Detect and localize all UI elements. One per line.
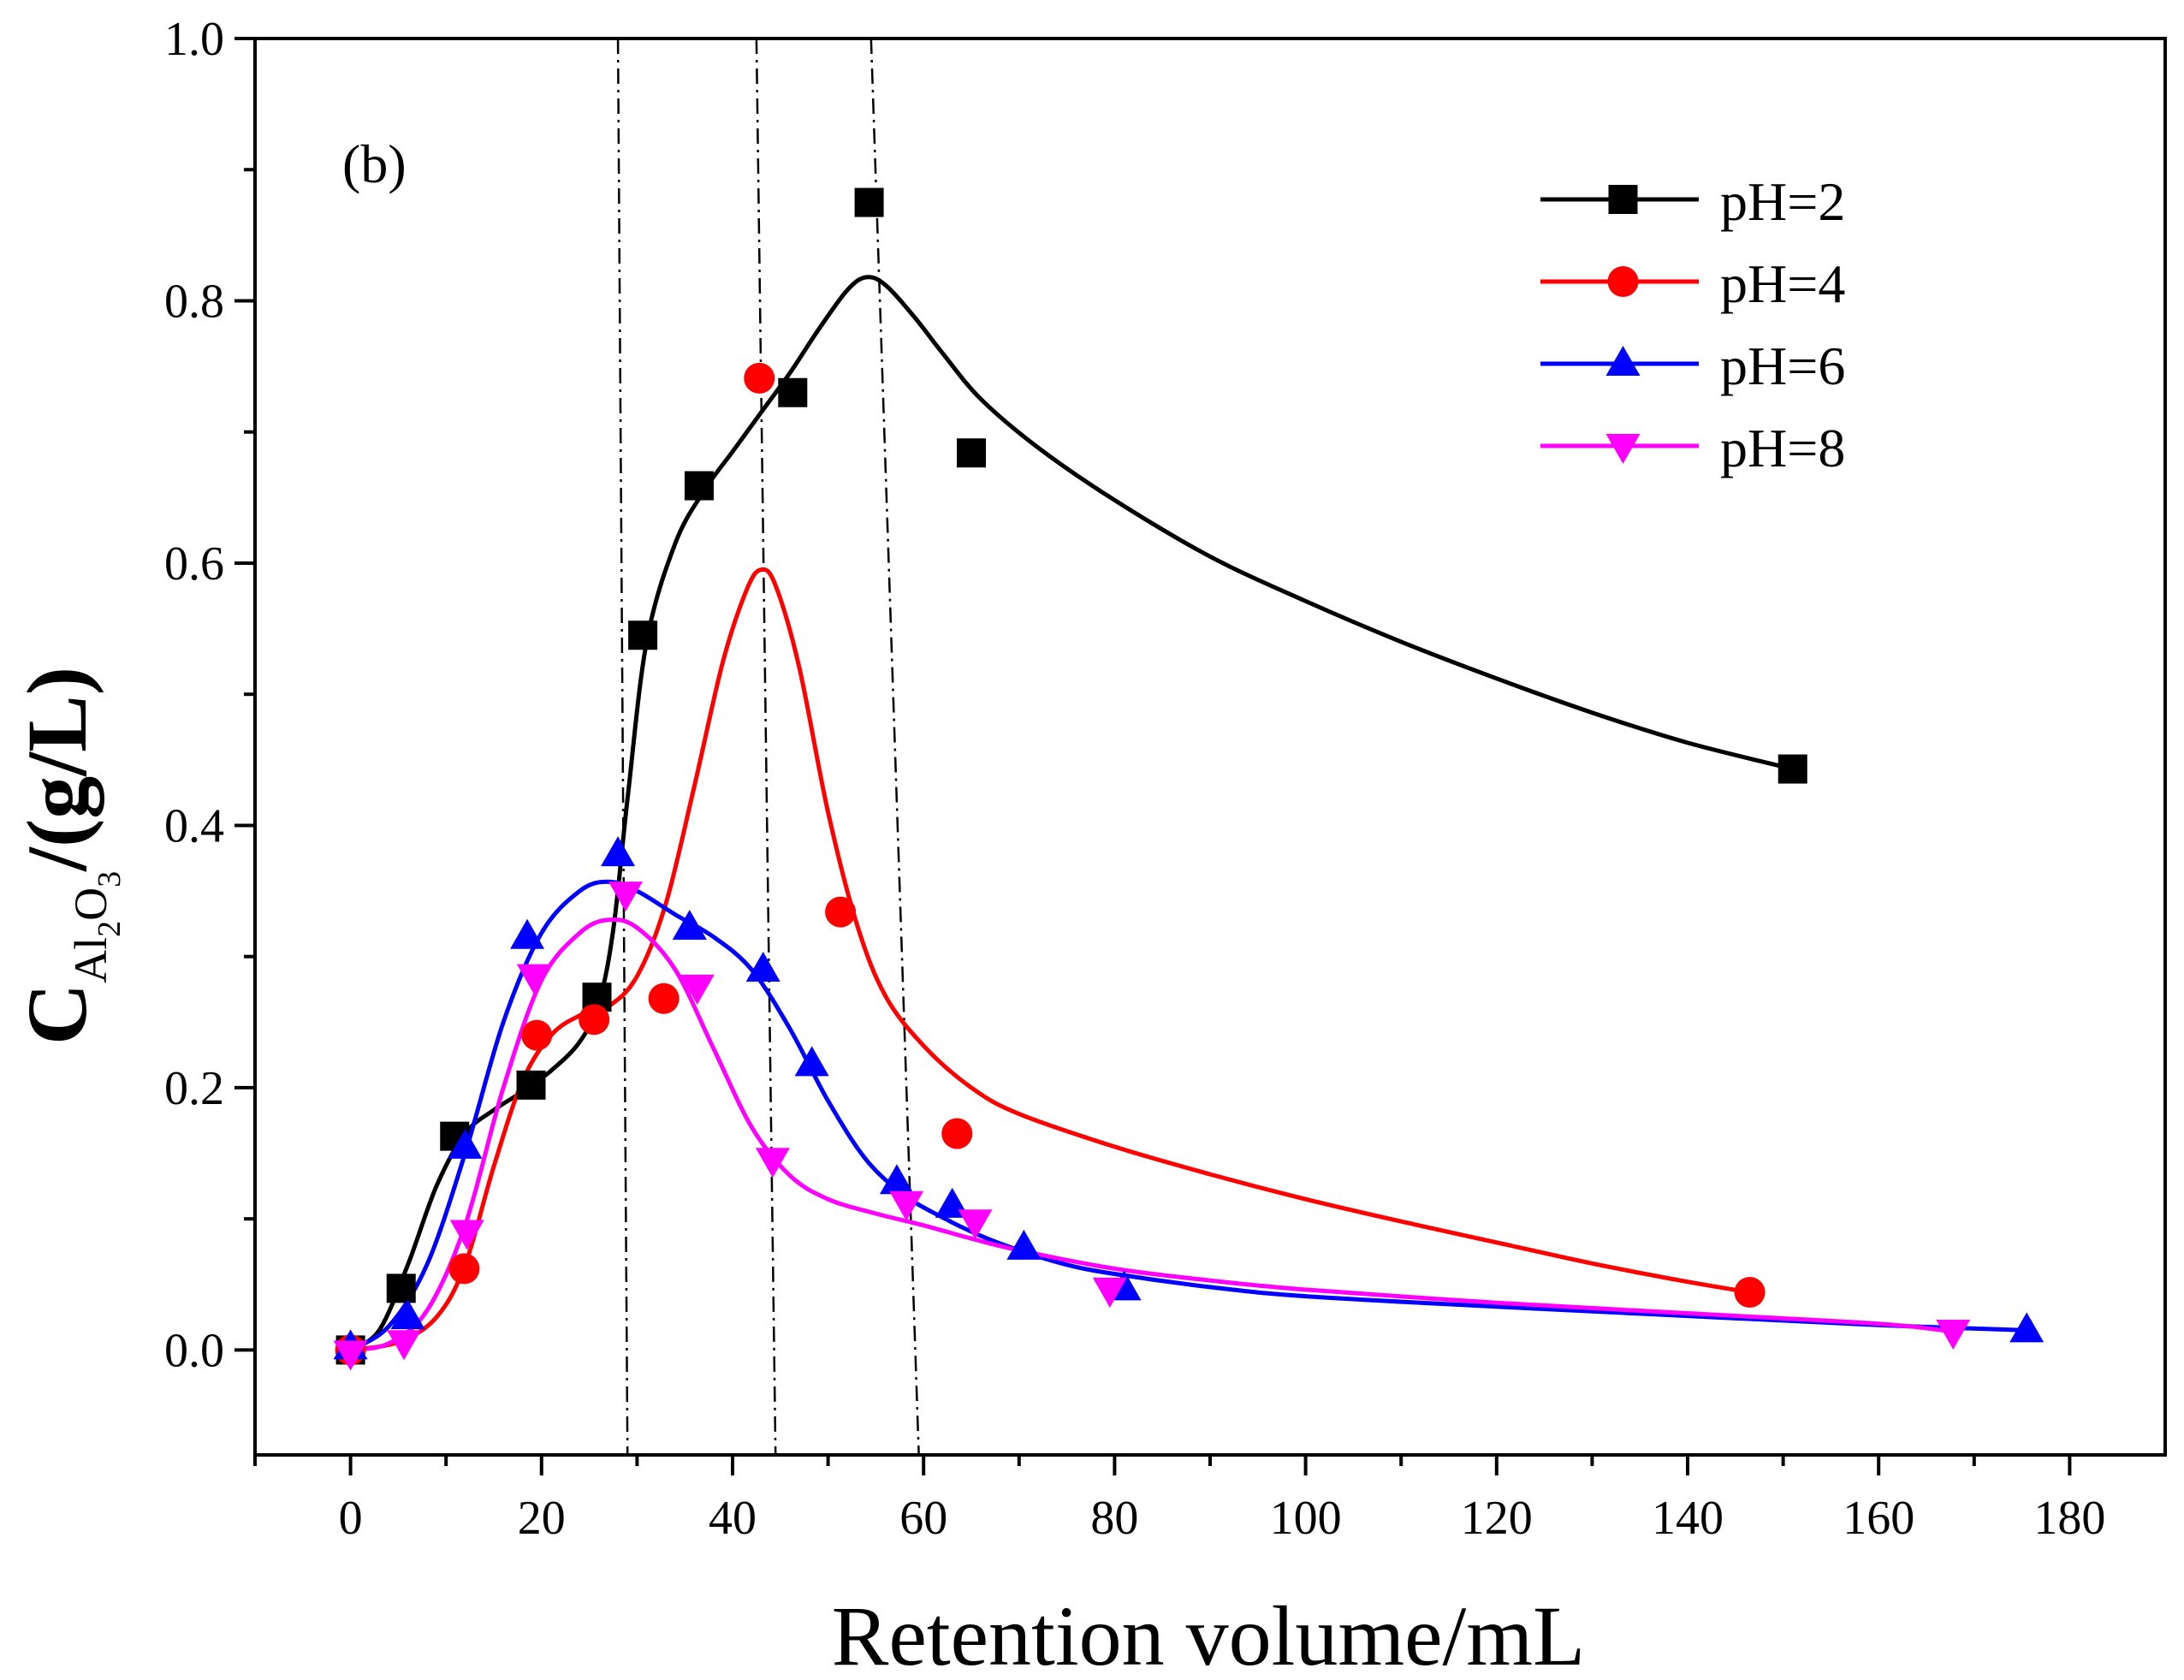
x-tick-label: 180 [2033, 1492, 2105, 1545]
y-title-sub-2: 2 [92, 921, 128, 937]
x-tick-label: 60 [899, 1492, 947, 1545]
legend-label-ph8: pH=8 [1720, 418, 1845, 478]
reference-line [755, 38, 777, 1456]
point-ph6 [672, 909, 707, 940]
point-ph8 [333, 1340, 368, 1371]
curve-ph8 [350, 917, 1954, 1352]
y-axis: 0.0 0.2 0.4 0.6 0.8 1.0 [164, 13, 255, 1377]
point-ph4 [579, 1004, 610, 1036]
panel-label: (b) [342, 134, 407, 194]
legend-label-ph4: pH=4 [1720, 253, 1845, 314]
point-ph8 [1936, 1319, 1971, 1350]
point-ph8 [1092, 1277, 1127, 1308]
point-ph8 [449, 1220, 484, 1250]
point-ph2 [684, 471, 714, 501]
point-ph6 [794, 1046, 829, 1077]
point-ph2 [386, 1273, 416, 1303]
x-tick-label: 120 [1461, 1492, 1533, 1545]
point-ph6 [745, 952, 780, 982]
y-axis-title: CAl2O3/(g/L) [9, 667, 128, 1045]
x-tick-label: 0 [339, 1492, 363, 1545]
y-title-main: C [9, 983, 104, 1045]
x-tick-label: 80 [1090, 1492, 1138, 1545]
point-ph8 [516, 964, 551, 994]
reference-line [616, 38, 629, 1456]
point-ph2 [516, 1070, 546, 1100]
y-tick-label: 1.0 [164, 13, 224, 66]
point-ph6 [1006, 1229, 1042, 1260]
x-tick-label: 100 [1270, 1492, 1342, 1545]
curve-ph6 [349, 879, 2027, 1352]
x-tick-label: 140 [1652, 1492, 1724, 1545]
y-tick-label: 0.4 [164, 799, 224, 852]
point-ph8 [608, 882, 644, 912]
x-tick-label: 20 [518, 1492, 566, 1545]
y-tick-label: 0.8 [164, 275, 224, 328]
point-ph4 [448, 1253, 480, 1285]
y-tick-label: 0.6 [164, 537, 224, 591]
legend-marker-ph6 [1605, 346, 1641, 376]
x-axis-title: Retention volume/mL [832, 1588, 1585, 1680]
reference-lines [616, 38, 920, 1456]
legend-label-ph6: pH=6 [1720, 335, 1845, 396]
legend: pH=2 pH=4 pH=6 pH=8 [1540, 171, 1845, 478]
legend-marker-ph4 [1607, 266, 1639, 297]
point-ph4 [825, 896, 857, 928]
x-tick-label: 160 [1843, 1492, 1914, 1545]
point-ph6 [2009, 1312, 2045, 1343]
point-ph4 [941, 1118, 973, 1149]
point-ph8 [889, 1190, 924, 1221]
legend-marker-ph8 [1605, 434, 1641, 464]
point-ph4 [1734, 1276, 1766, 1308]
curve-ph4 [350, 567, 1750, 1352]
point-ph6 [601, 836, 636, 867]
point-ph4 [521, 1019, 553, 1051]
point-ph2 [957, 438, 986, 468]
point-ph8 [755, 1148, 790, 1178]
y-tick-label: 0.0 [164, 1324, 224, 1377]
legend-label-ph2: pH=2 [1720, 171, 1845, 232]
point-ph4 [648, 982, 680, 1014]
y-title-unit: /(g/L) [9, 667, 104, 872]
point-ph6 [448, 1128, 483, 1159]
y-title-sub-al: Al [65, 937, 116, 983]
point-ph6 [510, 918, 545, 949]
y-title-sub-o: O [65, 887, 116, 921]
legend-marker-ph2 [1608, 185, 1638, 214]
point-ph2 [1777, 754, 1807, 784]
point-ph8 [680, 974, 715, 1005]
point-ph8 [387, 1330, 422, 1361]
point-ph4 [744, 362, 775, 394]
point-ph6 [879, 1164, 914, 1195]
data-points [333, 187, 2045, 1371]
point-ph2 [628, 620, 658, 650]
x-axis: 0 20 40 60 80 100 120 140 160 180 [253, 1455, 2105, 1545]
y-tick-label: 0.2 [164, 1062, 224, 1115]
curve-ph2 [349, 275, 1794, 1352]
plot-frame [253, 37, 2167, 1457]
y-title-sub-3: 3 [92, 871, 128, 887]
reference-line [869, 38, 920, 1456]
point-ph8 [958, 1209, 993, 1240]
point-ph2 [854, 187, 884, 217]
point-ph6 [390, 1299, 425, 1330]
x-tick-label: 40 [709, 1492, 757, 1545]
point-ph2 [778, 377, 808, 407]
